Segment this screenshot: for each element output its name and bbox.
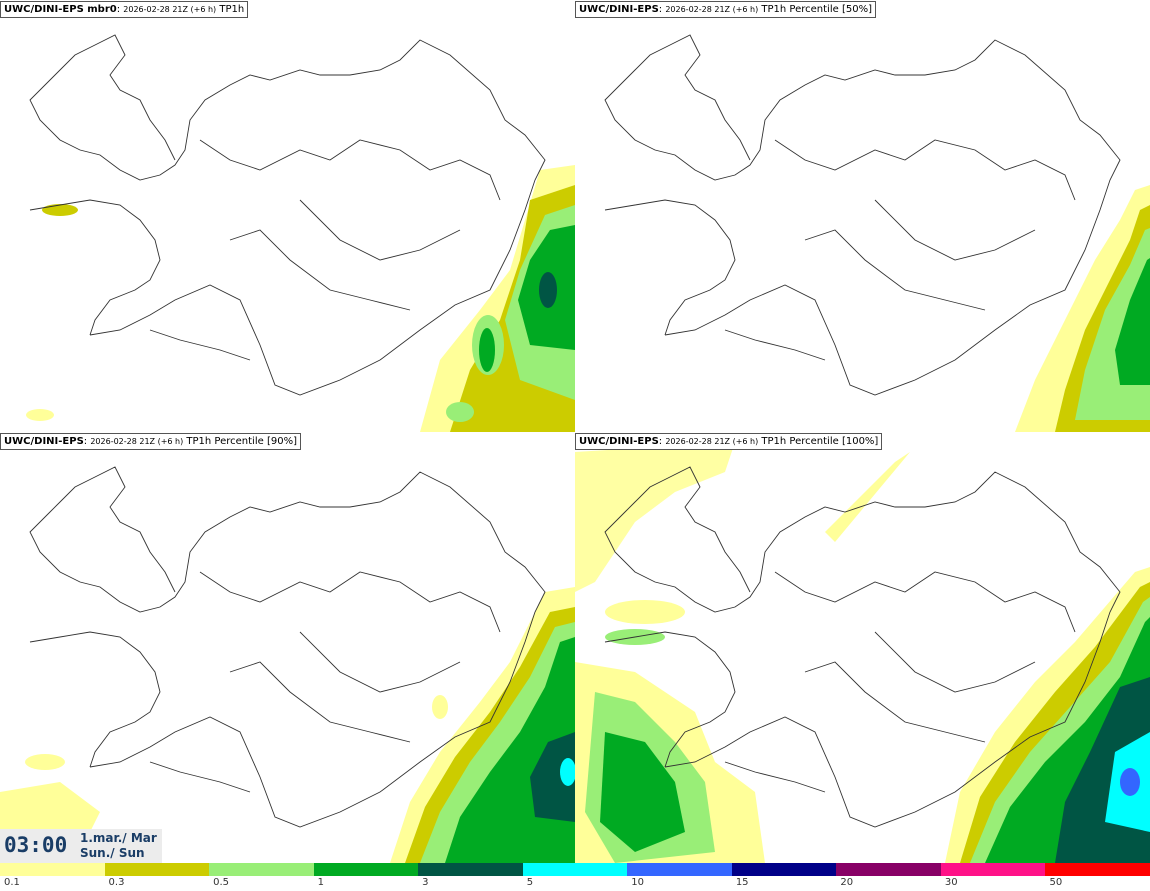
- iceland-coastline: [604, 34, 1121, 396]
- legend-tick-label: 30: [944, 877, 958, 888]
- legend-tick-label: 0.1: [4, 877, 20, 888]
- valid-date-line2: Sun./ Sun: [80, 846, 145, 860]
- legend-tick-label: 5: [526, 877, 534, 888]
- legend-tick-label: 1: [317, 877, 324, 888]
- legend-swatch: [940, 863, 1046, 876]
- map-panel-p100: UWC/DINI-EPS: 2026-02-28 21Z (+6 h) TP1h…: [575, 432, 1150, 863]
- precip-field: [1015, 185, 1150, 432]
- legend-swatch: [209, 863, 314, 876]
- legend-swatch: [418, 863, 523, 876]
- legend-swatch: [627, 863, 732, 876]
- legend-swatch: [104, 863, 210, 876]
- valid-time: 03:00: [4, 833, 68, 857]
- precip-map: [604, 34, 1150, 432]
- legend-tick-label: 0.3: [108, 877, 125, 888]
- legend-tick-label: 10: [631, 877, 644, 888]
- legend-tick-label: 0.5: [213, 877, 229, 888]
- color-legend: [0, 863, 1150, 876]
- legend-tick-label: 20: [840, 877, 854, 888]
- legend-tick-label: 15: [735, 877, 749, 888]
- panel-title: UWC/DINI-EPS: 2026-02-28 21Z (+6 h) TP1h…: [0, 433, 301, 450]
- panel-title: UWC/DINI-EPS: 2026-02-28 21Z (+6 h) TP1h…: [575, 1, 876, 18]
- map-panel-member0: UWC/DINI-EPS mbr0: 2026-02-28 21Z (+6 h)…: [0, 0, 575, 432]
- panel-title: UWC/DINI-EPS: 2026-02-28 21Z (+6 h) TP1h…: [575, 433, 883, 450]
- precip-field: [26, 165, 575, 432]
- valid-date-line1: 1.mar./ Mar: [80, 831, 157, 845]
- legend-swatch: [1045, 863, 1150, 876]
- precip-map: [26, 34, 575, 432]
- legend-tick-label: 3: [422, 877, 429, 888]
- legend-tick-label: 50: [1049, 877, 1063, 888]
- map-panel-p90: UWC/DINI-EPS: 2026-02-28 21Z (+6 h) TP1h…: [0, 432, 575, 863]
- valid-date: 1.mar./ Mar Sun./ Sun: [80, 831, 157, 861]
- legend-swatch: [522, 863, 628, 876]
- legend-swatch: [0, 863, 105, 876]
- iceland-coastline: [29, 34, 546, 396]
- iceland-coastline: [604, 466, 1121, 828]
- legend-swatch: [731, 863, 837, 876]
- valid-time-box: 03:00 1.mar./ Mar Sun./ Sun: [0, 829, 162, 863]
- iceland-coastline: [29, 466, 546, 828]
- legend-swatch: [836, 863, 941, 876]
- map-panel-p50: UWC/DINI-EPS: 2026-02-28 21Z (+6 h) TP1h…: [575, 0, 1150, 432]
- legend-swatch: [313, 863, 419, 876]
- precip-field: [575, 442, 1150, 863]
- precip-map: [0, 466, 575, 863]
- precip-map: [575, 442, 1150, 863]
- panel-title: UWC/DINI-EPS mbr0: 2026-02-28 21Z (+6 h)…: [0, 1, 249, 18]
- legend-ticks: 0.1 0.3 0.5 1 3 5 10 15 20 30 50: [0, 876, 1150, 891]
